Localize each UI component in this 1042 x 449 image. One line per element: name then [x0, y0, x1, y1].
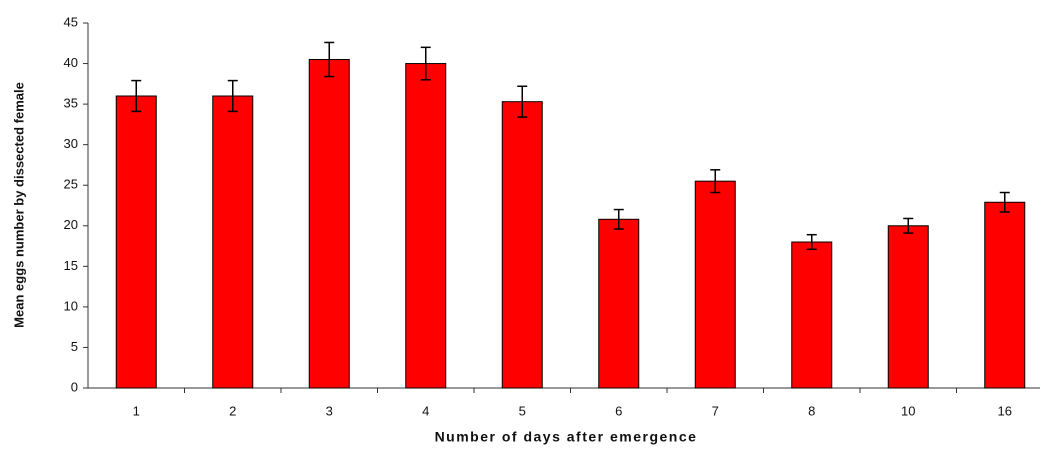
- bar: [212, 95, 254, 389]
- error-bar: [131, 79, 142, 113]
- error-bar: [517, 85, 528, 118]
- error-bar: [903, 217, 914, 234]
- x-tick-label: 1: [133, 403, 140, 418]
- x-tick-label: 4: [422, 403, 429, 418]
- x-tick-label: 5: [519, 403, 526, 418]
- y-tick-label: 10: [64, 298, 78, 313]
- x-tick-label: 8: [808, 403, 815, 418]
- y-tick-label: 30: [64, 136, 78, 151]
- x-tick-label: 2: [229, 403, 236, 418]
- x-tick-label: 6: [615, 403, 622, 418]
- x-axis-title: Number of days after emergence: [435, 429, 698, 445]
- error-bar: [324, 41, 335, 78]
- x-tick-label: 7: [712, 403, 719, 418]
- y-tick-label: 40: [64, 55, 78, 70]
- y-tick-label: 35: [64, 96, 78, 111]
- x-tick-label: 3: [326, 403, 333, 418]
- error-bar: [420, 46, 431, 81]
- bar: [308, 59, 350, 389]
- error-bar: [999, 191, 1010, 213]
- bar: [791, 241, 833, 389]
- y-tick-label: 5: [71, 339, 78, 354]
- y-tick-label: 25: [64, 177, 78, 192]
- bar: [405, 63, 447, 389]
- y-tick-label: 45: [64, 14, 78, 29]
- bar: [984, 201, 1026, 389]
- bar: [694, 180, 736, 389]
- x-tick-label: 16: [998, 403, 1012, 418]
- bar: [598, 218, 640, 389]
- bar: [115, 95, 157, 389]
- y-tick-label: 15: [64, 258, 78, 273]
- error-bar: [806, 233, 817, 251]
- bar: [887, 225, 929, 389]
- y-tick-label: 0: [71, 379, 78, 394]
- error-bar: [710, 169, 721, 194]
- y-tick-label: 20: [64, 217, 78, 232]
- x-tick-label: 10: [901, 403, 915, 418]
- y-axis-title: Mean eggs number by dissected female: [11, 82, 26, 328]
- error-bar: [227, 79, 238, 113]
- error-bar: [613, 208, 624, 230]
- bar: [501, 101, 543, 389]
